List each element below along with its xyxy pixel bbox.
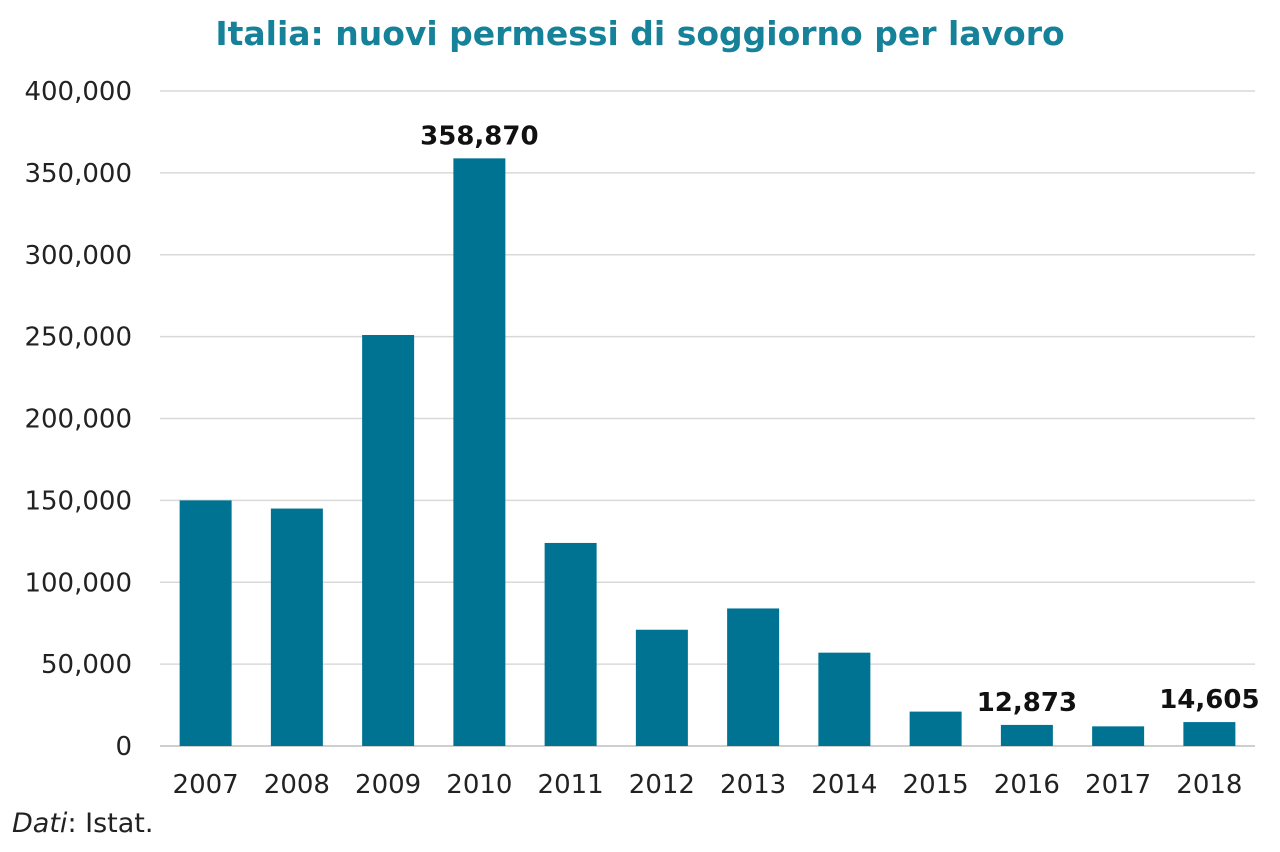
y-tick-label: 200,000: [24, 405, 132, 435]
bar-2013: [727, 608, 780, 746]
bar-2007: [179, 500, 232, 746]
chart-title: Italia: nuovi permessi di soggiorno per …: [215, 14, 1064, 53]
x-tick-label: 2011: [538, 770, 604, 800]
y-tick-label: 0: [115, 732, 132, 762]
x-tick-label: 2016: [994, 770, 1060, 800]
bar-2009: [362, 334, 415, 746]
x-tick-label: 2017: [1085, 770, 1151, 800]
x-tick-label: 2015: [903, 770, 969, 800]
y-tick-label: 300,000: [24, 241, 132, 271]
source-label: Dati: [12, 808, 68, 839]
bar-2010: [453, 158, 506, 747]
y-axis-ticks: 0 50,000 100,000 150,000 200,000 250,000 300,0…: [24, 77, 132, 762]
bar-2015: [909, 711, 962, 746]
data-label-2016: 12,873: [977, 688, 1077, 718]
source-note: Dati: Istat.: [12, 808, 153, 839]
gridlines: [160, 90, 1255, 747]
bar-2011: [544, 542, 597, 746]
bar-2012: [635, 629, 688, 746]
y-tick-label: 50,000: [41, 650, 132, 680]
data-labels: 358,870 12,873 14,605: [420, 121, 1259, 718]
x-tick-label: 2014: [811, 770, 877, 800]
x-axis-labels: 2007 2008 2009 2010 2011 2012 2013 2014 2015 2016…: [173, 770, 1243, 800]
source-text: : Istat.: [67, 808, 154, 839]
x-tick-label: 2010: [446, 770, 512, 800]
x-tick-label: 2013: [720, 770, 786, 800]
y-tick-label: 400,000: [24, 77, 132, 107]
y-tick-label: 350,000: [24, 159, 132, 189]
bar-2016: [1000, 724, 1053, 746]
x-tick-label: 2007: [173, 770, 239, 800]
x-tick-label: 2008: [264, 770, 330, 800]
y-tick-label: 150,000: [24, 486, 132, 516]
bar-2018: [1183, 722, 1236, 746]
y-tick-label: 250,000: [24, 323, 132, 353]
x-tick-label: 2018: [1176, 770, 1242, 800]
data-label-2018: 14,605: [1159, 685, 1259, 715]
y-tick-label: 100,000: [24, 568, 132, 598]
bar-2017: [1092, 726, 1145, 746]
x-tick-label: 2009: [355, 770, 421, 800]
bar-2008: [270, 508, 323, 746]
bar-2014: [818, 652, 871, 746]
data-label-2010: 358,870: [420, 121, 538, 151]
x-tick-label: 2012: [629, 770, 695, 800]
bars: [179, 158, 1236, 747]
